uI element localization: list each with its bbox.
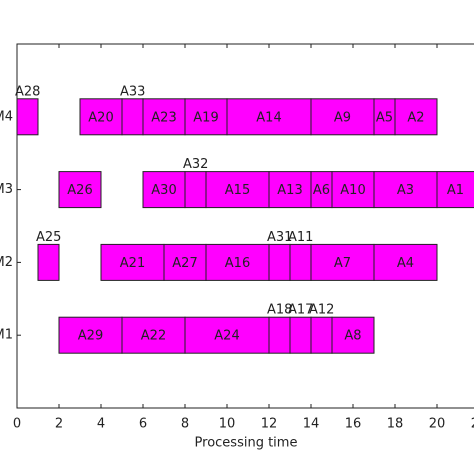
x-tick-label: 22 [471,417,474,432]
task-bar [331,171,375,209]
task-label: A23 [151,110,176,125]
task-label: A32 [183,157,208,172]
task-label: A29 [78,329,103,344]
task-label: A3 [397,183,414,198]
x-tick-label: 18 [387,417,404,432]
task-bar [289,316,312,354]
task-bar [184,316,270,354]
x-axis-label: Processing time [195,436,298,451]
task-bar [37,243,60,281]
task-label: A26 [67,183,92,198]
task-label: A28 [15,84,40,99]
x-tick-label: 16 [345,417,362,432]
task-bar [142,98,186,136]
task-bar [163,243,207,281]
task-label: A30 [151,183,176,198]
x-tick-label: 12 [261,417,278,432]
task-bar [226,98,312,136]
x-tick-label: 2 [55,417,63,432]
task-label: A15 [225,183,250,198]
task-label: A8 [344,329,361,344]
task-label: A20 [88,110,113,125]
task-bar [184,98,228,136]
task-label: A1 [447,183,464,198]
task-label: A27 [172,256,197,271]
task-label: A31 [267,230,292,245]
task-bar [310,316,333,354]
task-bar [100,243,165,281]
task-label: A9 [334,110,351,125]
task-bar [373,171,438,209]
x-tick-label: 6 [139,417,147,432]
task-bar [394,98,438,136]
x-tick-label: 20 [429,417,446,432]
task-label: A25 [36,230,61,245]
y-tick-label: M3 [0,182,13,197]
y-tick-label: M2 [0,255,13,270]
x-tick-label: 0 [13,417,21,432]
task-label: A19 [193,110,218,125]
task-bar [310,243,375,281]
task-bar [184,171,207,209]
task-label: A17 [288,303,313,318]
task-label: A2 [407,110,424,125]
task-label: A16 [225,256,250,271]
task-bar [436,171,474,209]
plot-frame [16,43,474,409]
task-bar [58,316,123,354]
task-label: A5 [376,110,393,125]
task-bar [289,243,312,281]
task-label: A6 [313,183,330,198]
task-bar [121,316,186,354]
task-bar [331,316,375,354]
task-bar [58,171,102,209]
y-tick-label: M4 [0,109,13,124]
task-bar [268,171,312,209]
task-bar [16,98,39,136]
task-label: A14 [256,110,281,125]
x-tick-label: 14 [303,417,320,432]
task-label: A11 [288,230,313,245]
task-bar [310,98,375,136]
x-tick-label: 10 [219,417,236,432]
task-label: A24 [214,329,239,344]
task-label: A4 [397,256,414,271]
task-label: A33 [120,84,145,99]
task-bar [205,171,270,209]
task-label: A13 [277,183,302,198]
task-label: A21 [120,256,145,271]
task-label: A18 [267,303,292,318]
task-label: A12 [309,303,334,318]
x-tick-label: 4 [97,417,105,432]
task-bar [121,98,144,136]
task-bar [79,98,123,136]
x-tick-label: 8 [181,417,189,432]
task-label: A7 [334,256,351,271]
task-bar [268,316,291,354]
task-label: A10 [340,183,365,198]
y-tick-label: M1 [0,328,13,343]
task-label: A22 [141,329,166,344]
task-bar [205,243,270,281]
task-bar [268,243,291,281]
task-bar [373,243,438,281]
